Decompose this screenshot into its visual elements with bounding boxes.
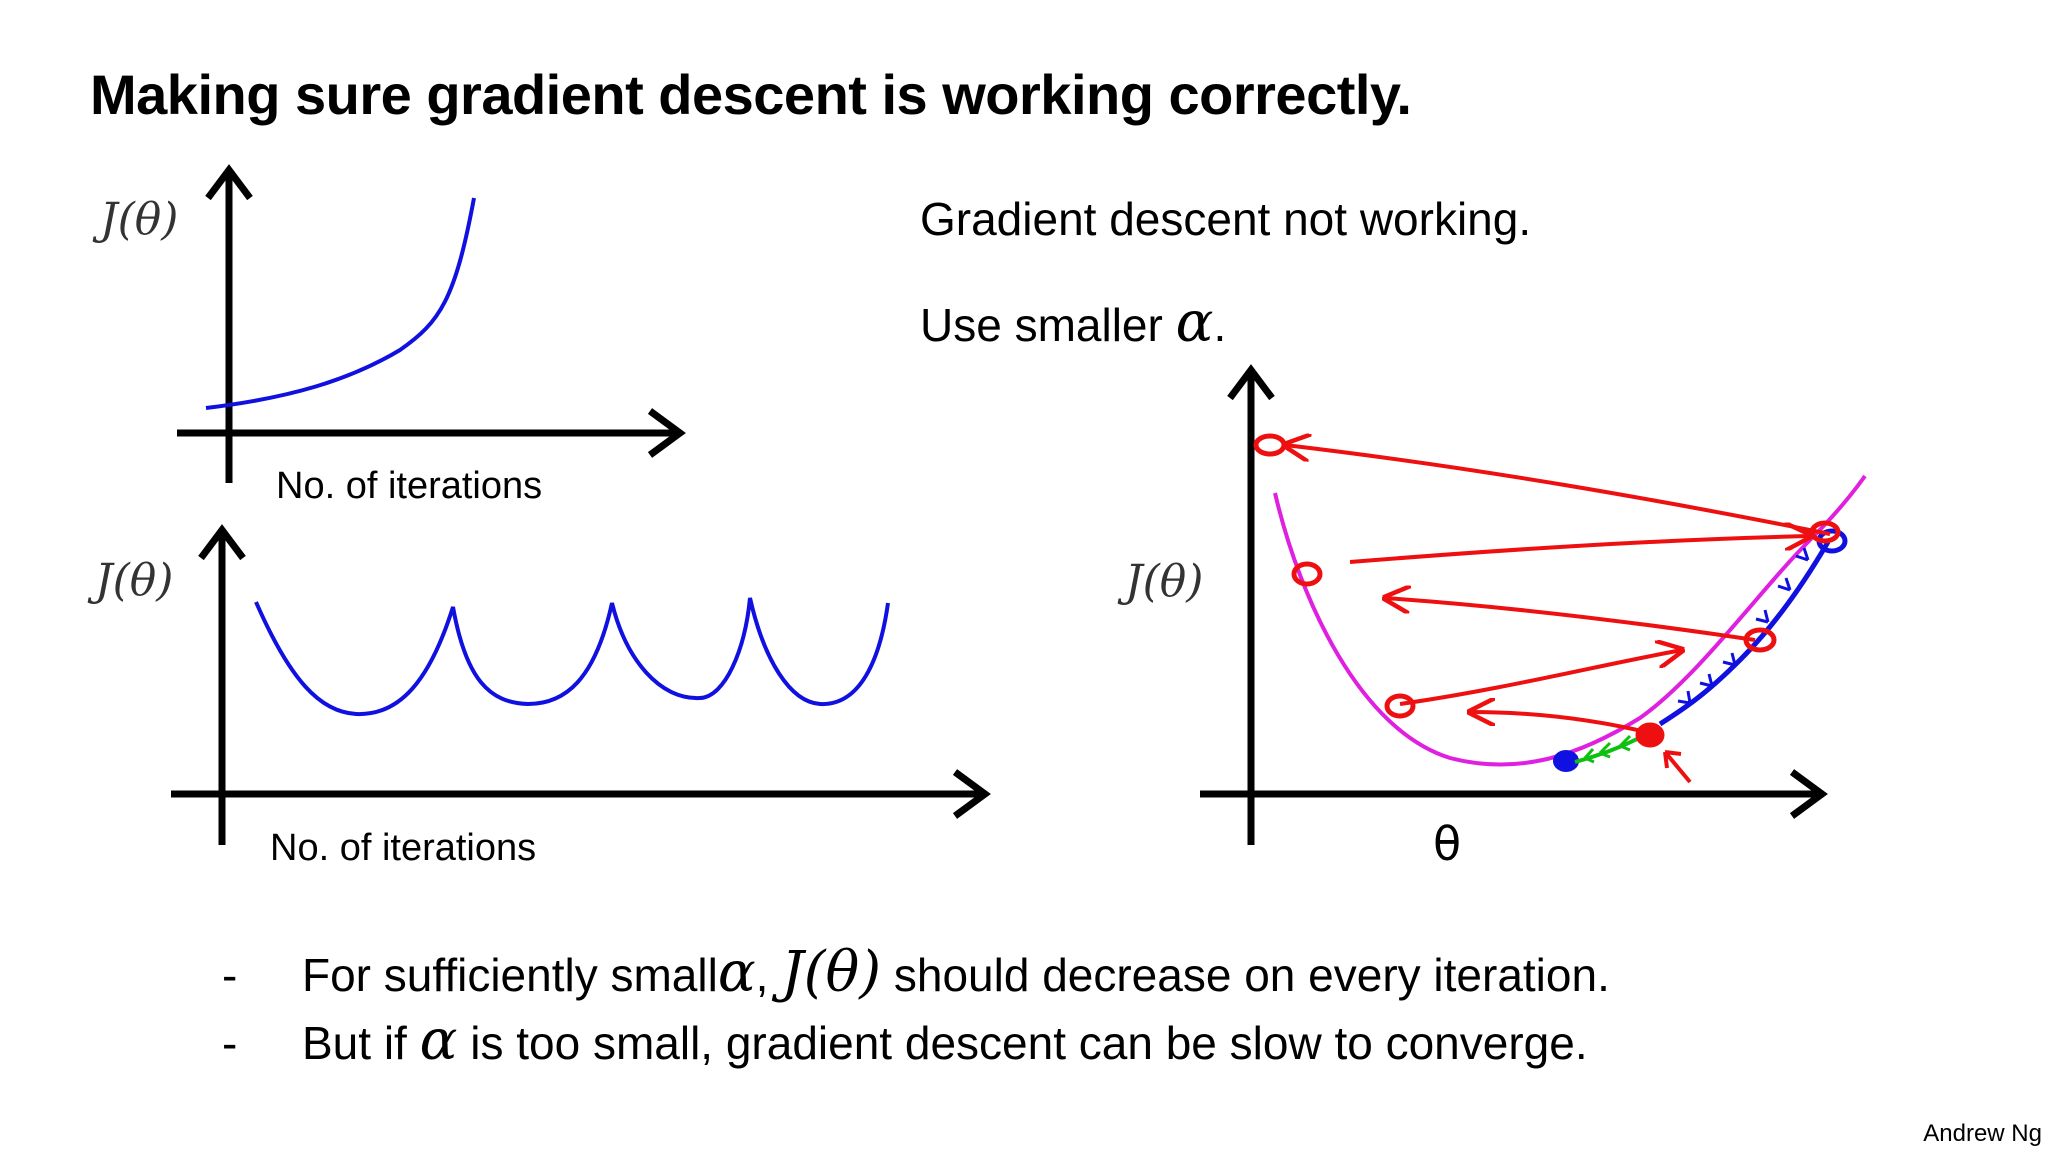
blue-step-path [1658,540,1831,727]
bullet-dash: - [222,1017,238,1069]
bullet-item: - For sufficiently small α , J(θ) should… [222,940,1610,1008]
red-point-5 [1809,520,1841,544]
author-credit: Andrew Ng [1923,1120,2042,1147]
alpha-symbol: α [717,940,756,1005]
bullet-text: But if [302,1017,420,1069]
bullet-text: , [755,949,782,1001]
bullet-text: For sufficiently small [302,949,718,1001]
mid-cost-curve [254,597,890,717]
blue-point-bottom [1553,750,1579,772]
bullet-text: should decrease on every iteration. [881,949,1610,1001]
top-x-arrow-head-icon [647,408,686,458]
top-cost-curve [205,197,476,410]
red-point-3 [1743,627,1777,653]
plot-overshoot: J(θ) θ [1117,364,1867,871]
alpha-symbol: α [1175,290,1214,355]
alpha-symbol: α [419,1008,458,1073]
mid-xlabel: No. of iterations [270,827,536,869]
note-prefix: Use smaller [920,299,1176,351]
note-suffix: . [1213,299,1227,351]
right-xlabel: θ [1433,817,1461,871]
bullet-item: - But if α is too small, gradient descen… [222,1008,1610,1076]
red-overshoot-path [1285,445,1831,735]
slide-title: Making sure gradient descent is working … [90,63,1412,126]
blue-step-ticks [1677,547,1810,705]
right-ylabel: J(θ) [1117,556,1203,607]
right-x-arrow-head-icon [1789,769,1828,819]
top-ylabel: J(θ) [92,194,178,245]
red-point-start [1635,722,1665,748]
note-use-smaller-alpha: Use smaller α. [920,290,1226,355]
plot-oscillating: J(θ) No. of iterations [87,524,991,869]
mid-ylabel: J(θ) [87,555,173,606]
mid-x-arrow-head-icon [952,769,991,819]
bullet-list: - For sufficiently small α , J(θ) should… [222,940,1610,1076]
red-point-4 [1291,561,1323,587]
bullet-text: is too small, gradient descent can be sl… [457,1017,1588,1069]
red-start-pointer-arrow [1663,750,1692,784]
right-y-arrow-head-icon [1227,364,1275,401]
top-xlabel: No. of iterations [276,465,542,507]
bullet-dash: - [222,949,238,1001]
mid-y-arrow-head-icon [198,524,246,561]
green-step-ticks [1583,734,1632,764]
top-y-arrow-head-icon [205,164,253,201]
note-not-working: Gradient descent not working. [920,193,1532,245]
plot-diverging: J(θ) No. of iterations [92,164,686,507]
red-point-6 [1253,433,1287,457]
red-point-2 [1384,693,1416,719]
cost-function-symbol: J(θ) [781,940,882,1005]
